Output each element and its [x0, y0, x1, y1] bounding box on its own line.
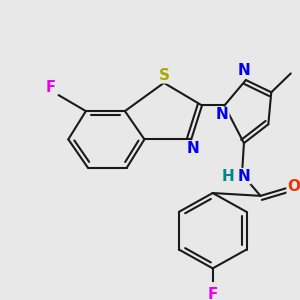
Text: N: N: [238, 169, 250, 184]
Text: S: S: [158, 68, 169, 83]
Text: N: N: [216, 107, 229, 122]
Text: N: N: [238, 63, 250, 78]
Text: N: N: [187, 141, 200, 156]
Text: H: H: [222, 169, 235, 184]
Text: F: F: [208, 287, 218, 300]
Text: F: F: [46, 80, 56, 95]
Text: O: O: [287, 179, 300, 194]
